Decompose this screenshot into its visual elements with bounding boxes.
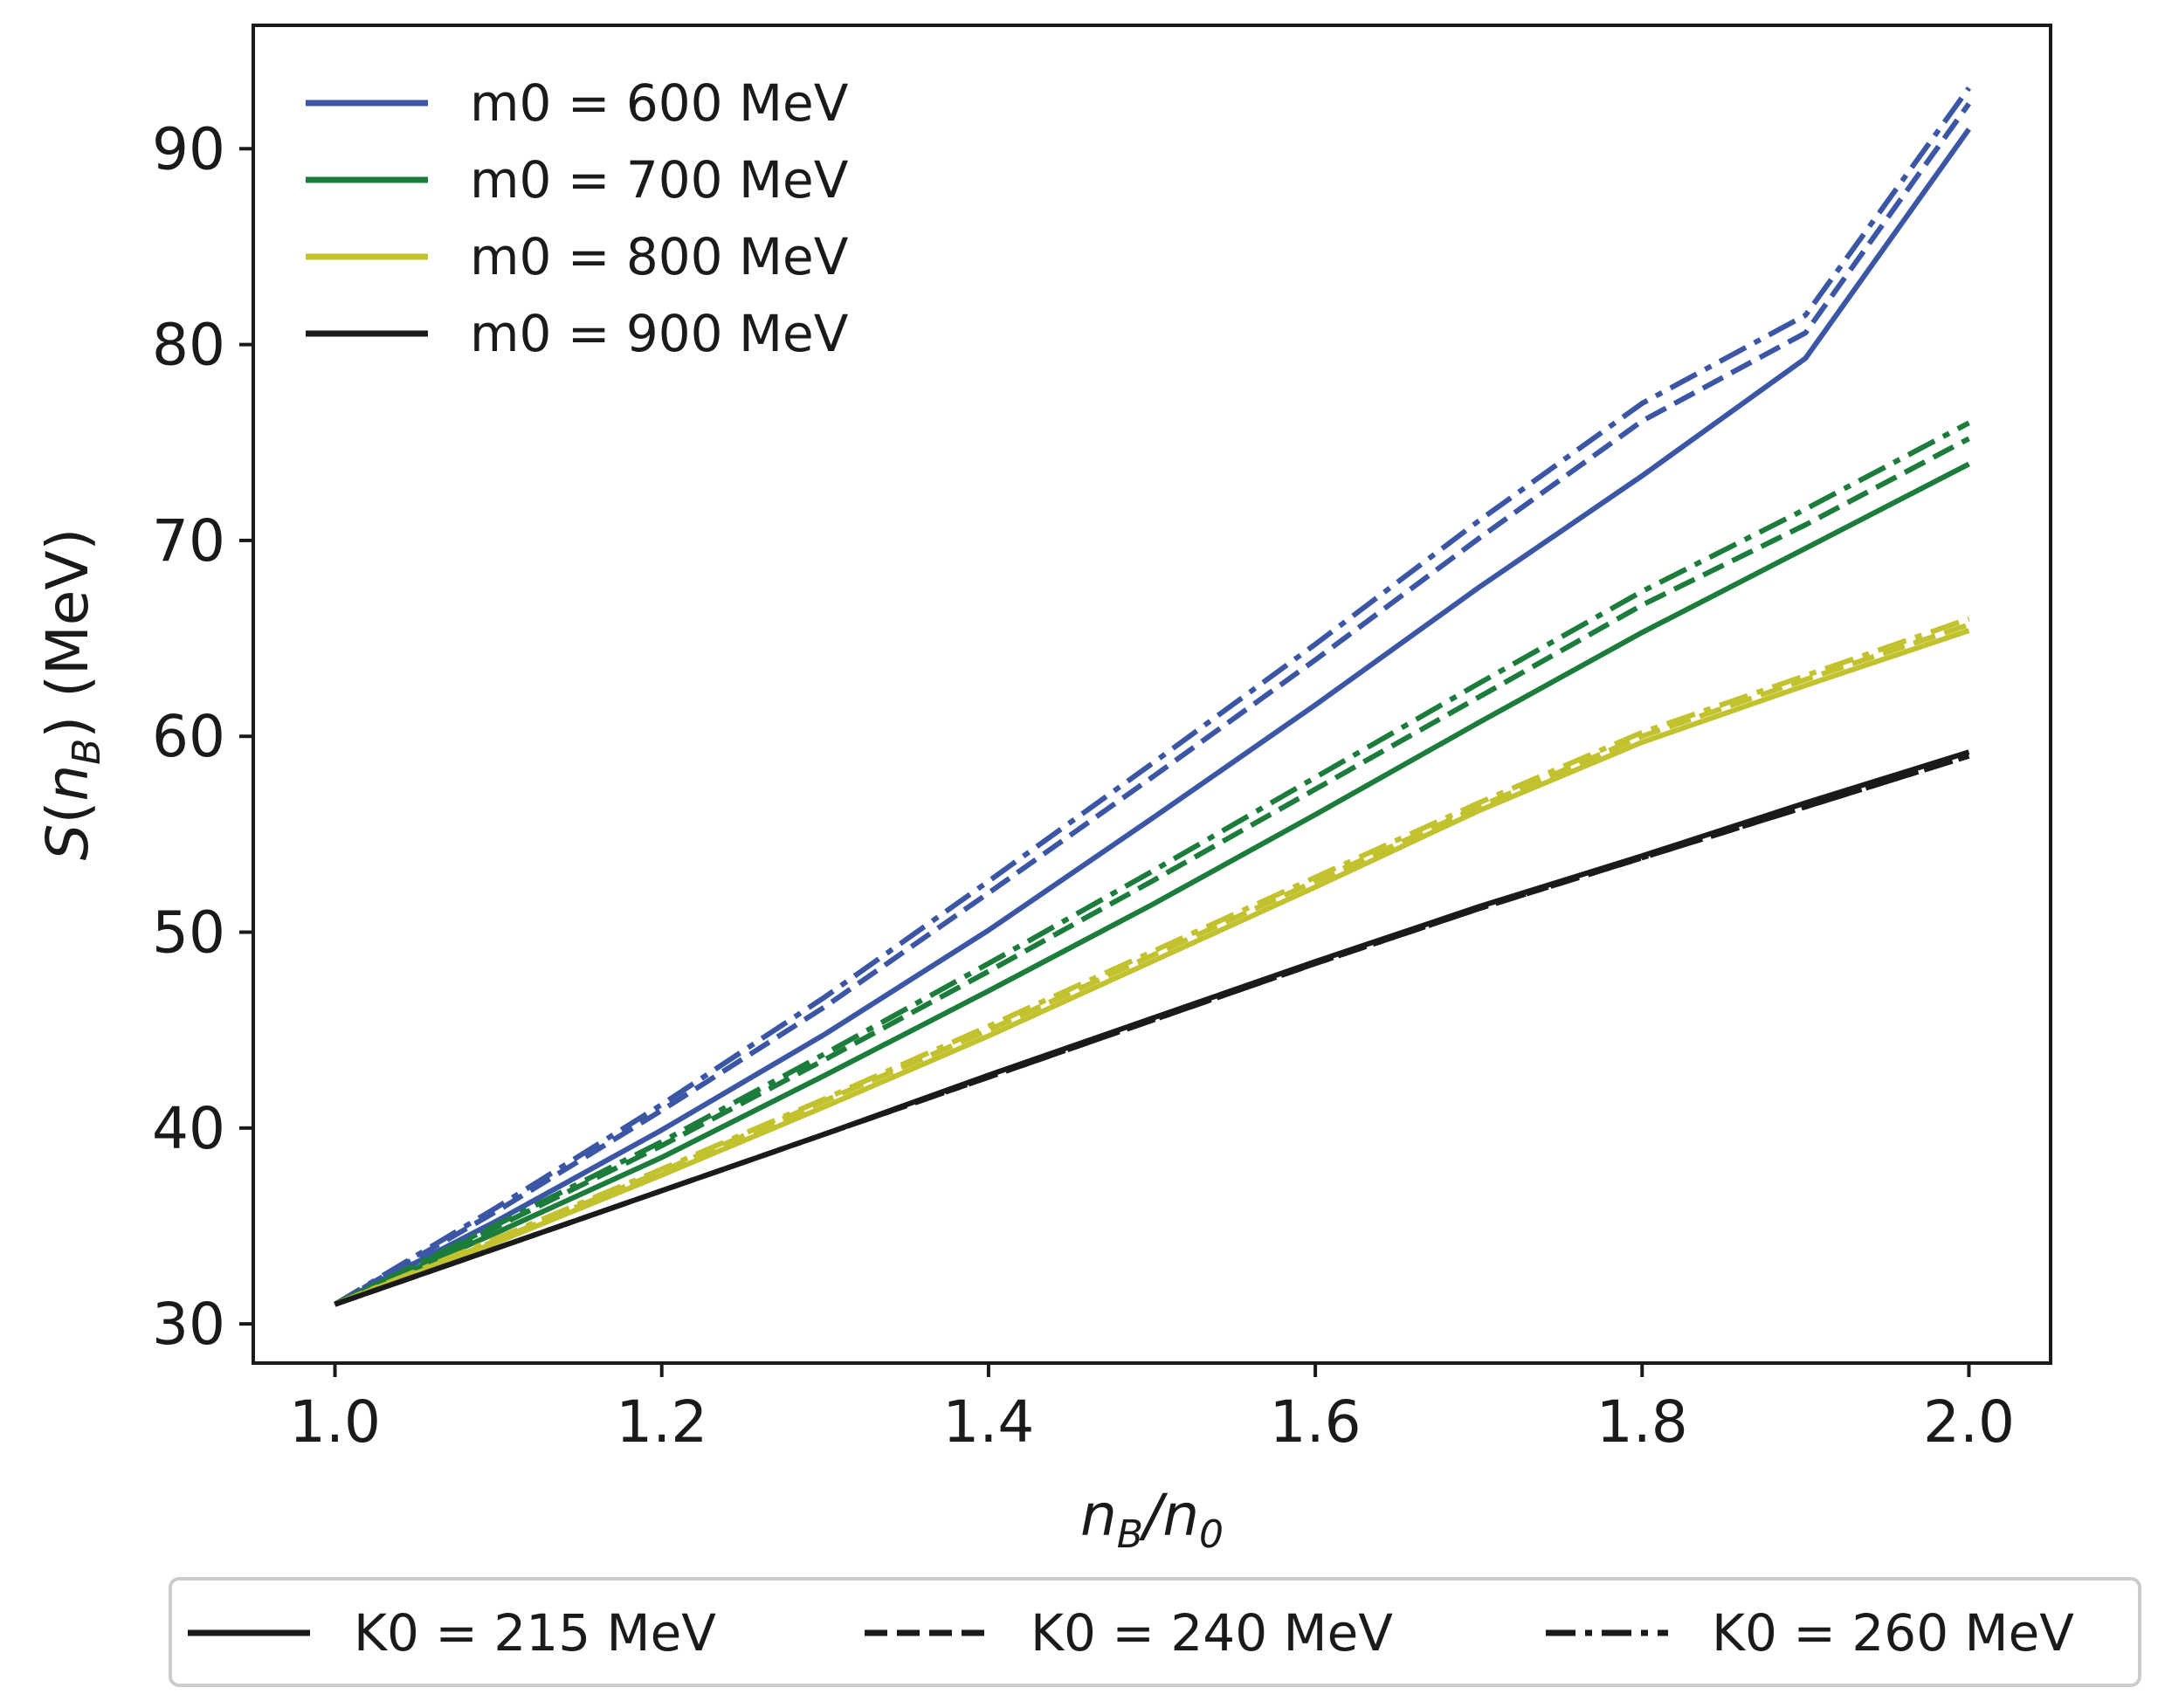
series-line-1: [334, 101, 1971, 1307]
legend-mass: m0 = 600 MeV m0 = 700 MeV m0 = 800 MeV m0 =…: [306, 73, 849, 363]
series-line-3: [334, 461, 1970, 1307]
y-tick-label: 60: [152, 703, 225, 770]
series-line-11: [334, 753, 1970, 1307]
legend-mass-label: m0 = 900 MeV: [470, 304, 849, 363]
y-tick-label: 40: [152, 1095, 225, 1162]
series-line-6: [334, 628, 1970, 1307]
x-axis: 1.0 1.2 1.4 1.6 1.8 2.0: [289, 1363, 2015, 1456]
series-line-2: [333, 86, 1971, 1307]
series-line-5: [334, 420, 1970, 1307]
x-tick-label: 1.4: [942, 1388, 1034, 1456]
series-line-8: [334, 616, 1970, 1307]
legend-k0: K0 = 215 MeV K0 = 240 MeV K0 = 260 MeV: [169, 1577, 2141, 1687]
x-axis-label: nB/n0: [1080, 1482, 1224, 1557]
y-axis: 30 40 50 60 70 80 90: [152, 115, 253, 1358]
y-tick-label: 30: [152, 1291, 225, 1358]
y-axis-label: S(nB) (MeV): [34, 528, 109, 861]
legend-mass-label: m0 = 800 MeV: [470, 227, 849, 286]
y-tick-label: 70: [152, 507, 225, 575]
plot-frame: [252, 24, 2052, 1365]
legend-mass-label: m0 = 700 MeV: [470, 150, 849, 210]
legend-k0-label: K0 = 215 MeV: [354, 1603, 716, 1663]
legend-k0-box: [169, 1577, 2141, 1687]
x-tick-label: 1.8: [1596, 1388, 1688, 1456]
x-tick-label: 1.2: [616, 1388, 707, 1456]
y-tick-label: 90: [152, 115, 225, 183]
legend-mass-label: m0 = 600 MeV: [470, 73, 849, 133]
y-tick-label: 80: [152, 312, 225, 379]
series-layer: [333, 86, 1971, 1307]
x-tick-label: 1.6: [1270, 1388, 1362, 1456]
series-line-4: [334, 436, 1970, 1307]
x-tick-label: 1.0: [289, 1388, 381, 1456]
legend-k0-label: K0 = 260 MeV: [1712, 1603, 2074, 1663]
x-tick-label: 2.0: [1923, 1388, 2015, 1456]
y-tick-label: 50: [152, 899, 225, 967]
legend-k0-label: K0 = 240 MeV: [1031, 1603, 1393, 1663]
series-line-0: [334, 127, 1971, 1307]
